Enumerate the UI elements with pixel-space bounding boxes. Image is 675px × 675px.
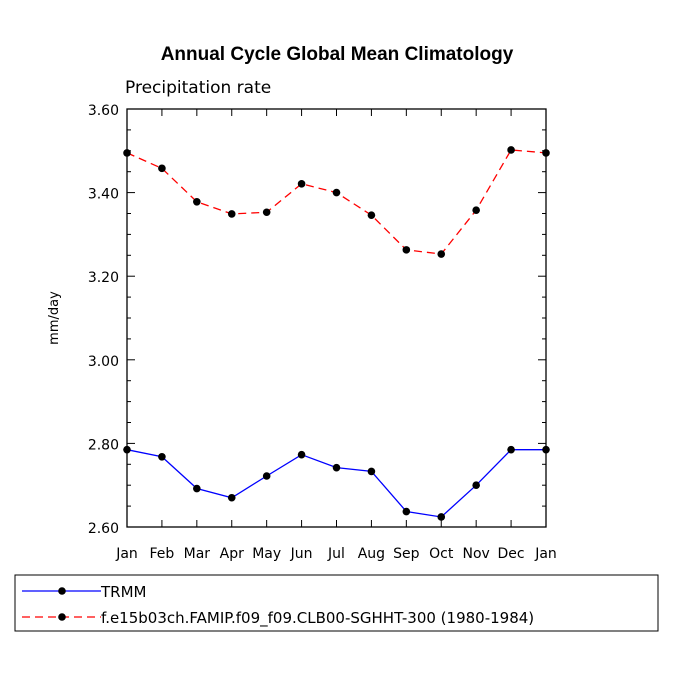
data-point-series-0 bbox=[437, 513, 446, 521]
legend-marker-model bbox=[58, 613, 66, 621]
series-points bbox=[123, 146, 550, 521]
data-point-series-1 bbox=[158, 164, 166, 173]
data-point-series-0 bbox=[158, 452, 166, 461]
data-point-series-0 bbox=[472, 481, 480, 490]
data-point-series-0 bbox=[367, 467, 376, 476]
y-tick-label: 2.60 bbox=[88, 521, 119, 537]
data-point-series-1 bbox=[227, 210, 236, 218]
data-point-series-1 bbox=[402, 246, 411, 254]
legend-marker-trmm bbox=[58, 587, 66, 595]
x-tick-label: Jun bbox=[290, 546, 313, 562]
data-point-series-1 bbox=[367, 211, 376, 219]
legend-label-model: f.e15b03ch.FAMIP.f09_f09.CLB00-SGHHT-300… bbox=[101, 609, 534, 628]
series-line-1 bbox=[126, 149, 547, 255]
y-axis-label: mm/day bbox=[47, 291, 62, 345]
series-lines bbox=[126, 149, 547, 518]
data-point-series-0 bbox=[227, 493, 236, 502]
y-tick-label: 3.60 bbox=[88, 103, 119, 119]
y-tick-label: 2.80 bbox=[88, 437, 119, 453]
y-ticks bbox=[127, 108, 546, 528]
data-point-series-0 bbox=[507, 445, 515, 454]
x-tick-label: Nov bbox=[463, 546, 490, 562]
data-point-series-0 bbox=[193, 484, 201, 493]
data-point-series-1 bbox=[193, 198, 201, 206]
x-tick-label: May bbox=[252, 546, 281, 562]
x-tick-labels: Jan Feb Mar Apr May Jun Jul Aug Sep Oct Nov Dec Jan bbox=[115, 546, 557, 562]
x-tick-label: Apr bbox=[220, 546, 244, 562]
data-point-series-1 bbox=[472, 206, 480, 214]
data-point-series-1 bbox=[123, 149, 131, 157]
chart-subtitle: Precipitation rate bbox=[125, 78, 271, 98]
x-tick-label: Mar bbox=[184, 546, 211, 562]
y-tick-label: 3.00 bbox=[88, 354, 119, 370]
data-point-series-1 bbox=[437, 250, 446, 258]
legend-box bbox=[14, 574, 659, 632]
data-point-series-0 bbox=[297, 450, 306, 459]
x-tick-label: Dec bbox=[498, 546, 525, 562]
data-point-series-1 bbox=[297, 180, 306, 188]
data-point-series-1 bbox=[542, 149, 550, 157]
data-point-series-0 bbox=[332, 463, 341, 472]
x-tick-label: Jan bbox=[115, 546, 138, 562]
y-tick-labels: 2.60 2.80 3.00 3.20 3.40 3.60 bbox=[88, 103, 119, 537]
legend-label-trmm: TRMM bbox=[100, 583, 146, 601]
x-tick-label: Sep bbox=[393, 546, 420, 562]
chart-title: Annual Cycle Global Mean Climatology bbox=[161, 44, 514, 65]
series-line-0 bbox=[126, 449, 546, 518]
data-point-series-0 bbox=[123, 445, 131, 454]
x-ticks bbox=[126, 109, 547, 527]
x-tick-label: Feb bbox=[150, 546, 175, 562]
y-tick-label: 3.20 bbox=[88, 270, 119, 286]
data-point-series-1 bbox=[262, 208, 271, 217]
data-point-series-1 bbox=[507, 146, 515, 154]
legend: TRMM f.e15b03ch.FAMIP.f09_f09.CLB00-SGHH… bbox=[14, 574, 659, 632]
y-tick-label: 3.40 bbox=[88, 187, 119, 203]
data-point-series-0 bbox=[542, 445, 550, 454]
data-point-series-1 bbox=[332, 188, 341, 197]
x-tick-label: Oct bbox=[429, 546, 454, 562]
x-tick-label: Jan bbox=[534, 546, 557, 562]
data-point-series-0 bbox=[262, 472, 271, 480]
x-tick-label: Jul bbox=[327, 546, 345, 562]
data-point-series-0 bbox=[402, 507, 411, 516]
x-tick-label: Aug bbox=[358, 546, 385, 562]
